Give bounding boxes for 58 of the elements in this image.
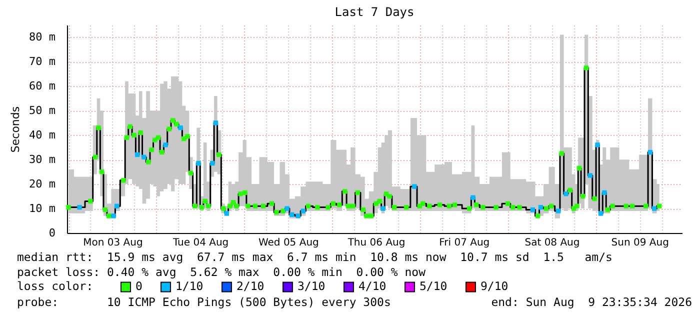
point [210,160,215,166]
legend-label: 3/10 [298,279,326,294]
y-tick-label: 80 m [29,30,56,44]
point [538,204,544,210]
point [556,208,561,214]
point [588,173,593,178]
point [77,204,82,210]
legend-label: 9/10 [480,279,508,294]
point [470,195,476,200]
point [380,206,386,211]
y-tick-label: 50 m [29,104,56,118]
legend-label: 5/10 [420,279,448,294]
y-tick-label: 70 m [29,55,56,68]
point [598,211,604,216]
point [114,204,120,208]
y-tick-label: 40 m [29,128,56,142]
point [284,206,290,211]
point [595,142,600,148]
point [296,214,300,218]
y-tick-label: 60 m [29,80,56,93]
point [178,125,183,130]
point [300,208,306,214]
point [652,206,657,211]
point [142,154,146,160]
x-tick-label: Sun 09 Aug [611,238,669,248]
y-tick-label: 20 m [29,178,56,191]
legend-label: 4/10 [358,279,386,294]
legend-label: 2/10 [236,279,264,294]
point [111,214,116,218]
y-axis-title: Seconds [9,106,22,153]
chart-title: Last 7 Days [334,5,414,19]
point [564,192,568,196]
point [602,190,607,195]
point [530,207,536,212]
x-tick-label: Wed 05 Aug [258,238,319,248]
legend-label: 0 [136,279,142,294]
point [289,212,294,217]
point [196,160,201,166]
point [135,152,140,158]
x-tick-label: Mon 03 Aug [83,238,143,248]
text: median rtt: 15.9 ms avg 67.7 ms max 6.7 ms min 10.8 ms now 10.7 ms sd 1.5 am/s [17,250,612,264]
text: end: Sun Aug 9 23:35:34 2026 [491,295,692,309]
point [412,184,417,189]
legend-title: loss color: [17,279,94,293]
point [224,211,230,216]
y-tick-label: 30 m [29,153,56,166]
x-tick-label: Tue 04 Aug [172,238,229,248]
legend-label: 1/10 [176,279,204,294]
y-tick-label: 0 [48,226,56,240]
x-tick-label: Sat 08 Aug [524,238,580,248]
y-tick-label: 10 m [29,202,56,216]
text: packet loss: 0.40 % avg 5.62 % max 0.00 % min 0.00 % now [17,265,426,279]
point [648,150,653,155]
point [213,120,218,126]
x-tick-label: Fri 07 Aug [439,238,490,248]
x-tick-label: Thu 06 Aug [346,238,406,248]
point [163,142,168,148]
text: probe: 10 ICMP Echo Pings (500 Bytes) every 300s [17,295,391,309]
